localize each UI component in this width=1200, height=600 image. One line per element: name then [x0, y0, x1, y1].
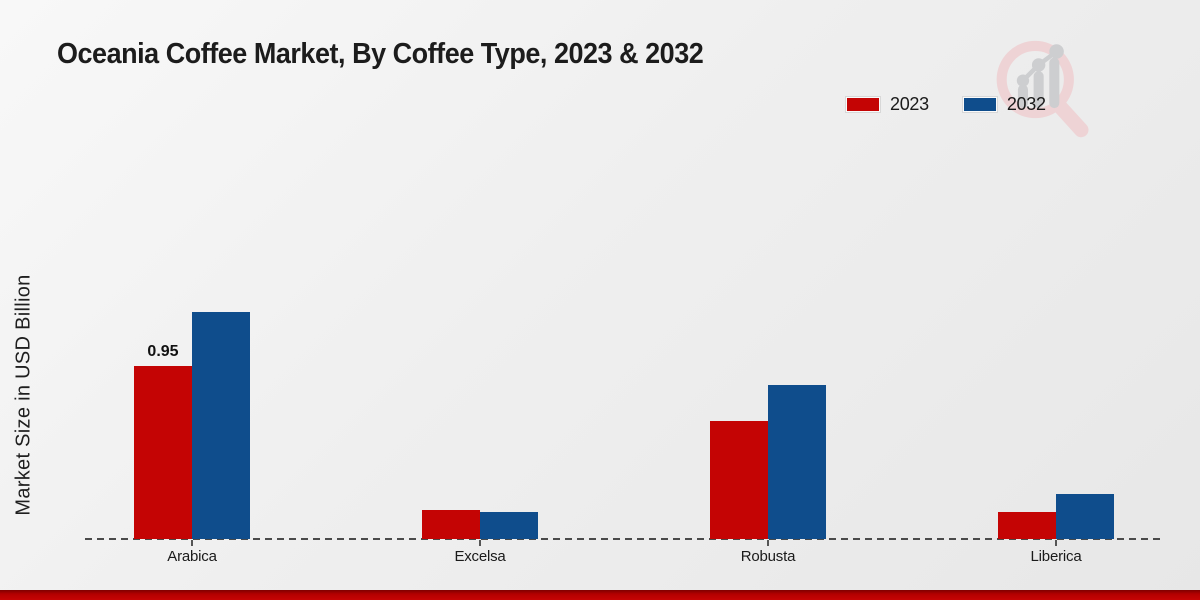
category-label-liberica: Liberica [1030, 548, 1082, 565]
legend-label-2023: 2023 [890, 94, 929, 114]
x-axis-tick [479, 540, 481, 546]
bar-2023-robusta [710, 421, 768, 539]
legend: 2023 2032 [846, 94, 1046, 115]
trend-dot-icon [1016, 74, 1030, 87]
legend-item-2023: 2023 [846, 94, 929, 115]
bar-2032-liberica [1056, 494, 1114, 539]
magnifier-growth-logo-watermark [996, 40, 1089, 138]
magnifier-handle-icon [1051, 98, 1089, 138]
trend-dot-icon [1031, 58, 1046, 72]
bar-value-label: 0.95 [147, 343, 179, 360]
trend-dot-icon [1049, 44, 1064, 59]
legend-item-2032: 2032 [962, 94, 1046, 115]
chart-title: Oceania Coffee Market, By Coffee Type, 2… [57, 38, 704, 70]
x-axis-tick [767, 540, 769, 546]
bar-2032-arabica [192, 312, 250, 539]
category-label-arabica: Arabica [167, 548, 217, 565]
bar-2023-excelsa [422, 510, 480, 539]
footer-stripe [0, 590, 1200, 600]
legend-label-2032: 2032 [1006, 94, 1046, 114]
magnifier-ring-icon [996, 40, 1074, 119]
legend-swatch-2032 [962, 97, 997, 112]
y-axis-label: Market Size in USD Billion [12, 274, 35, 516]
x-axis-tick [191, 540, 193, 546]
bar-2023-arabica [134, 366, 192, 539]
category-label-robusta: Robusta [740, 548, 796, 565]
bar-2032-robusta [768, 385, 826, 539]
bar-2023-liberica [998, 512, 1056, 539]
bar-2032-excelsa [480, 512, 538, 539]
x-axis-tick [1055, 540, 1057, 546]
legend-swatch-2023 [846, 97, 880, 112]
category-label-excelsa: Excelsa [454, 548, 506, 565]
x-axis-line [85, 538, 1162, 540]
